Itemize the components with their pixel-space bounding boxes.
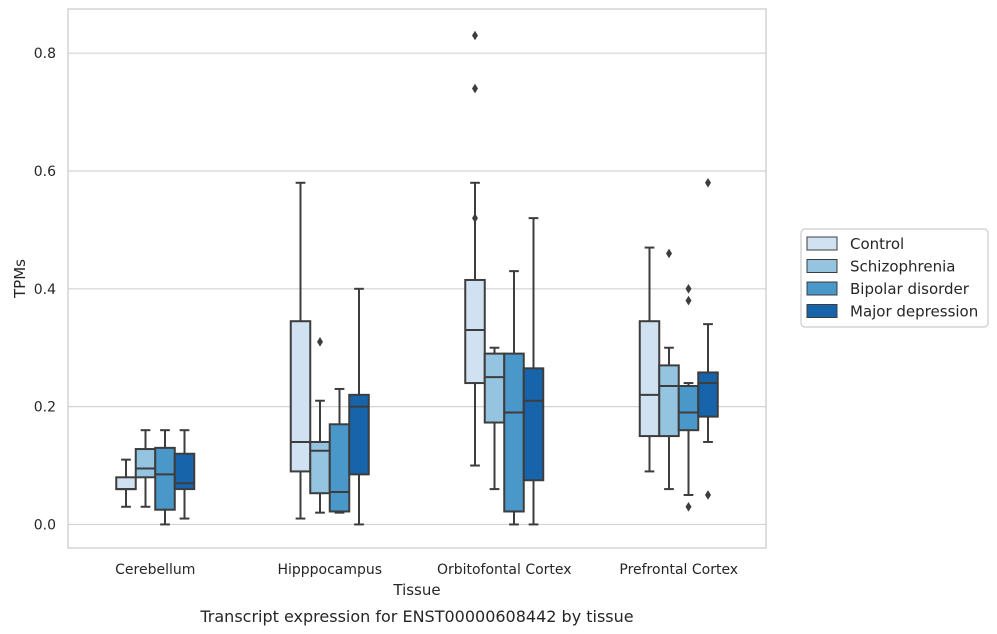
- box: [464, 30, 486, 467]
- box-iqr: [154, 446, 176, 511]
- box: [134, 429, 157, 508]
- outlier-point: [472, 83, 478, 94]
- series-schizophrenia: [134, 248, 680, 514]
- box: [697, 177, 719, 500]
- outlier-point: [685, 295, 692, 306]
- box: [154, 429, 176, 526]
- x-tick-label: Orbitofontal Cortex: [437, 562, 572, 578]
- box-iqr: [658, 364, 680, 438]
- box: [638, 246, 661, 473]
- legend-item: Control: [806, 235, 904, 253]
- box-iqr: [503, 352, 525, 513]
- legend-label: Schizophrenia: [850, 258, 955, 276]
- box: [309, 337, 331, 514]
- outlier-point: [472, 30, 478, 41]
- box: [483, 346, 506, 491]
- y-tick-label: 0.6: [34, 164, 56, 180]
- box: [522, 217, 545, 526]
- box: [658, 248, 680, 491]
- box-iqr: [483, 352, 506, 424]
- x-axis-ticks: Cerebellum Hipppocampus Orbitofontal Corte…: [115, 562, 738, 578]
- legend-item: Major depression: [806, 303, 978, 321]
- box-iqr: [289, 320, 312, 473]
- box: [328, 387, 351, 514]
- y-axis-label: TPMs: [11, 259, 29, 299]
- x-tick-label: Prefrontal Cortex: [619, 562, 738, 578]
- outlier-point: [666, 248, 672, 259]
- box-iqr: [328, 423, 351, 513]
- box-iqr: [464, 278, 486, 385]
- y-tick-label: 0.4: [34, 282, 56, 298]
- box-iqr: [522, 367, 545, 482]
- box-plot-area: [115, 30, 719, 526]
- legend-item: Schizophrenia: [806, 258, 955, 276]
- box-iqr: [638, 320, 661, 438]
- outlier-point: [705, 177, 711, 188]
- y-tick-label: 0.0: [34, 517, 56, 533]
- series-control: [115, 30, 661, 520]
- box: [115, 458, 137, 508]
- y-axis-ticks: 0.0 0.2 0.4 0.6 0.8: [34, 46, 56, 533]
- box: [503, 270, 525, 526]
- legend-frame: [800, 228, 989, 328]
- outlier-point: [472, 213, 478, 223]
- legend-swatch: [806, 259, 838, 273]
- box: [348, 287, 370, 526]
- outlier-point: [317, 337, 323, 347]
- x-tick-label: Cerebellum: [115, 562, 195, 578]
- box-iqr: [677, 385, 700, 432]
- legend-swatch: [806, 236, 838, 251]
- box-iqr: [309, 440, 331, 495]
- figure-caption: Transcript expression for ENST0000060844…: [199, 607, 633, 626]
- series-bipolar-disorder: [154, 270, 700, 526]
- box: [173, 429, 196, 520]
- box: [289, 181, 312, 520]
- legend-swatch: [806, 281, 838, 296]
- legend-label: Major depression: [850, 303, 978, 321]
- y-tick-label: 0.2: [34, 400, 56, 416]
- box: [677, 284, 700, 512]
- box-iqr: [348, 393, 370, 476]
- box-iqr: [173, 452, 196, 491]
- box-iqr: [134, 448, 157, 479]
- series-major-depression: [173, 177, 719, 526]
- x-tick-label: Hipppocampus: [277, 562, 382, 578]
- legend-label: Control: [850, 235, 904, 253]
- y-tick-label: 0.8: [34, 46, 56, 62]
- outlier-point: [685, 501, 692, 512]
- legend: Control Schizophrenia Bipolar disorder Majo…: [800, 228, 989, 328]
- plot-frame: [67, 8, 767, 549]
- box-iqr: [697, 371, 719, 418]
- legend-item: Bipolar disorder: [806, 280, 970, 298]
- x-axis-label: Tissue: [392, 581, 440, 599]
- legend-swatch: [806, 304, 838, 318]
- legend-label: Bipolar disorder: [850, 280, 970, 298]
- outlier-point: [685, 284, 692, 294]
- box-iqr: [115, 476, 137, 491]
- outlier-point: [705, 490, 711, 500]
